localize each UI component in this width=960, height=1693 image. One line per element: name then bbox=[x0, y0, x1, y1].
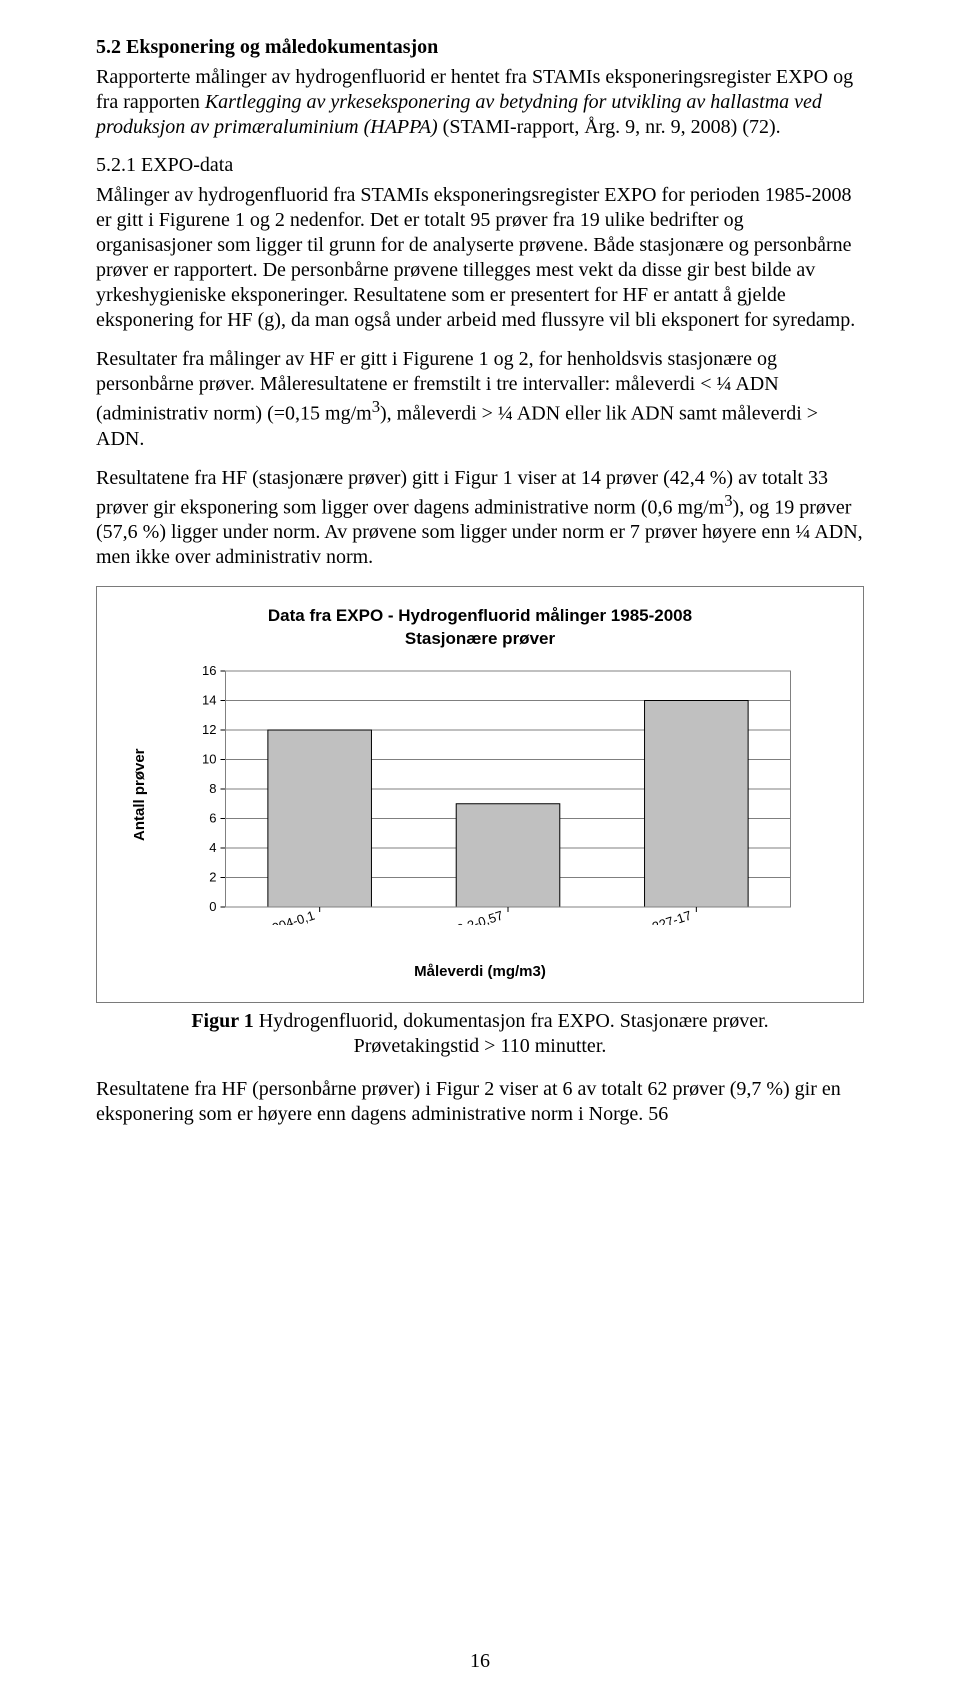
paragraph-2: Resultater fra målinger av HF er gitt i … bbox=[96, 347, 864, 452]
intro-paragraph: Rapporterte målinger av hydrogenfluorid … bbox=[96, 65, 864, 140]
figure-caption-rest2: Prøvetakingstid > 110 minutter. bbox=[354, 1035, 607, 1057]
svg-text:<0,2-0,57: <0,2-0,57 bbox=[448, 908, 505, 925]
svg-text:8: 8 bbox=[209, 781, 216, 796]
chart-ylabel: Antall prøver bbox=[127, 665, 148, 925]
chart-xlabel: Måleverdi (mg/m3) bbox=[127, 963, 833, 980]
figure-caption-bold: Figur 1 bbox=[191, 1010, 253, 1032]
svg-text:<0,004-0,1: <0,004-0,1 bbox=[252, 908, 316, 925]
svg-text:10: 10 bbox=[202, 752, 216, 767]
svg-text:14: 14 bbox=[202, 693, 216, 708]
chart-title-line1: Data fra EXPO - Hydrogenfluorid målinger… bbox=[268, 606, 692, 625]
svg-text:4: 4 bbox=[209, 840, 216, 855]
paragraph-1: Målinger av hydrogenfluorid fra STAMIs e… bbox=[96, 183, 864, 333]
figure-caption: Figur 1 Hydrogenfluorid, dokumentasjon f… bbox=[136, 1009, 824, 1059]
svg-text:12: 12 bbox=[202, 722, 216, 737]
svg-text:2: 2 bbox=[209, 870, 216, 885]
paragraph-3: Resultatene fra HF (stasjonære prøver) g… bbox=[96, 466, 864, 571]
svg-text:<1,227-17: <1,227-17 bbox=[633, 908, 694, 925]
p2-sup: 3 bbox=[372, 397, 380, 416]
p3-a: Resultatene fra HF (stasjonære prøver) g… bbox=[96, 467, 828, 519]
intro-tail: (STAMI-rapport, Årg. 9, nr. 9, 2008) (72… bbox=[438, 116, 781, 138]
chart-frame: Data fra EXPO - Hydrogenfluorid målinger… bbox=[96, 586, 864, 1003]
chart-title: Data fra EXPO - Hydrogenfluorid målinger… bbox=[127, 605, 833, 651]
svg-text:6: 6 bbox=[209, 811, 216, 826]
closing-paragraph: Resultatene fra HF (personbårne prøver) … bbox=[96, 1077, 864, 1127]
figure-caption-rest1: Hydrogenfluorid, dokumentasjon fra EXPO.… bbox=[254, 1010, 769, 1032]
chart-plot: 0 2 4 6 8 10 12 14 16 <0,004-0,1 <0,2-0,57 <1,227-1… bbox=[148, 665, 833, 925]
chart-title-line2: Stasjonære prøver bbox=[405, 629, 555, 648]
p3-sup: 3 bbox=[724, 491, 732, 510]
section-heading: 5.2 Eksponering og måledokumentasjon bbox=[96, 36, 864, 59]
subsection-heading: 5.2.1 EXPO-data bbox=[96, 154, 864, 177]
page-number: 16 bbox=[0, 1650, 960, 1673]
svg-text:0: 0 bbox=[209, 899, 216, 914]
svg-text:16: 16 bbox=[202, 665, 216, 678]
